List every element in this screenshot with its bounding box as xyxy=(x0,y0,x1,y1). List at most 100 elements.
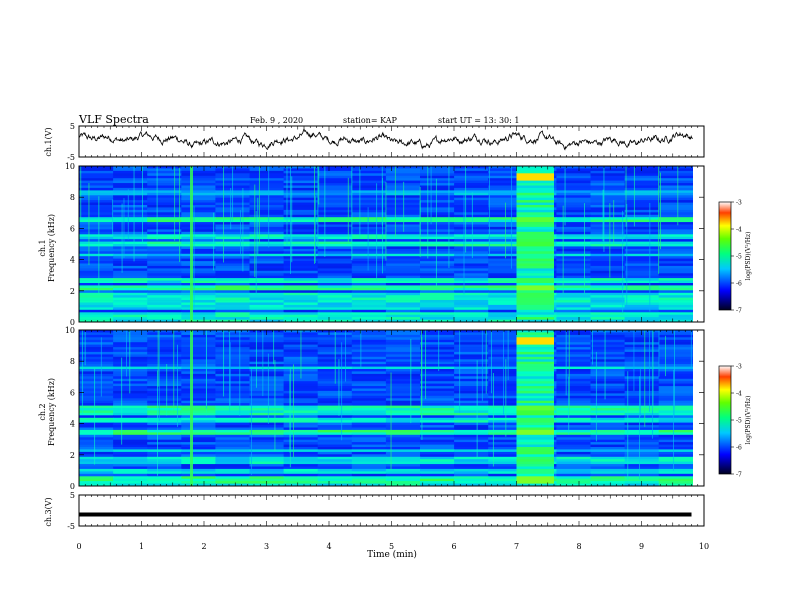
ch1-spectrogram-cell xyxy=(147,166,182,169)
ch2-spectrogram-cell xyxy=(317,422,353,426)
ch1-spectrogram-cell xyxy=(351,217,387,220)
ch2-spectrogram-cell xyxy=(249,466,285,470)
ch2-spectrogram-cell xyxy=(181,434,216,438)
ch2-spectrogram-cell xyxy=(624,449,660,453)
ch1-spectrogram-cell xyxy=(454,244,489,247)
ch2-spectrogram-cell xyxy=(385,378,421,382)
ch1-spectrogram-cell xyxy=(79,241,114,245)
ch2-spectrogram-cell xyxy=(385,429,421,433)
ch2-spectrogram-cell xyxy=(113,466,148,470)
ch2-spectrogram-cell xyxy=(658,366,694,370)
ch2-spectrogram-cell xyxy=(181,429,216,433)
ch2-spectrogram-cell xyxy=(181,403,216,406)
ch1-spectrogram-cell xyxy=(283,241,319,245)
ch2-spectrogram-cell xyxy=(181,451,216,455)
x-tick-label: 1 xyxy=(139,542,144,551)
ch2-spectrogram-cell xyxy=(181,400,216,404)
ch1-spectrogram-cell xyxy=(113,278,148,281)
ch1-spectrogram-cell xyxy=(249,202,285,206)
ch2-spectrogram-cell xyxy=(249,473,285,477)
ch1-spectrogram-cell xyxy=(624,280,660,284)
ch1-spectrogram-cell xyxy=(624,231,660,235)
ch1-spectrogram-cell xyxy=(147,302,182,306)
ch1-spectrogram-cell xyxy=(658,251,694,255)
ch1-spectrogram-cell xyxy=(624,248,660,252)
ch2-spectrogram-cell xyxy=(79,405,114,409)
ch2-spectrogram-cell xyxy=(113,432,148,436)
ch1-spectrogram-cell xyxy=(147,236,182,240)
ch2-spectrogram-cell xyxy=(385,459,421,462)
ch2-spectrogram-cell xyxy=(590,388,626,392)
ch2-spectrogram-cell xyxy=(385,483,421,487)
ch1-spectrogram-cell xyxy=(147,251,182,255)
ch2-spectrogram-cell xyxy=(351,369,387,372)
ch1-spectrogram-cell xyxy=(317,300,353,303)
ch2-spectrogram-cell xyxy=(385,349,421,353)
ch1-spectrogram-cell xyxy=(79,285,114,289)
ch1-spectrogram-burst-cell xyxy=(516,312,554,316)
ch2-spectrogram-cell xyxy=(215,403,251,406)
ch2-spectrogram-cell xyxy=(113,444,148,448)
ch2-spectrogram-cell xyxy=(147,422,182,426)
ch2-spectrogram-cell xyxy=(113,361,148,365)
ch2-spectrogram-cell xyxy=(215,381,251,384)
ch1-spectrogram-cell xyxy=(317,229,353,233)
ch1-spectrogram-cell xyxy=(79,173,114,177)
ch1-spectrogram-cell xyxy=(624,312,660,316)
ch2-spectrogram-cell xyxy=(249,456,285,460)
ch2-spectrogram-cell xyxy=(79,434,114,438)
ch1-spectrogram-cell xyxy=(215,241,251,245)
ch1-spectrogram-cell xyxy=(590,222,626,225)
ch2-spectrogram-cell xyxy=(317,403,353,406)
ch2-spectrogram-cell xyxy=(420,376,455,380)
ch2-spectrogram-cell xyxy=(79,366,114,370)
ch1-spectrogram-cell xyxy=(488,187,523,191)
ch1-spectrogram-cell xyxy=(181,170,216,174)
ch2-spectrogram-cell xyxy=(385,481,421,484)
ch1-spectrogram-cell xyxy=(488,312,523,316)
ch1-spectrogram-cell xyxy=(624,263,660,267)
ch1-spectrogram-burst-cell xyxy=(516,170,554,174)
ch2-spectrogram-cell xyxy=(624,378,660,382)
ch1-colorbar-label: log(PSD)(V²/Hz) xyxy=(745,232,752,281)
ch2-spectrogram-cell xyxy=(624,427,660,431)
ch2-spectrogram-cell xyxy=(113,481,148,484)
ch1-spectrogram-cell xyxy=(624,290,660,294)
ch2-spectrogram-cell xyxy=(351,356,387,360)
ch1-spectrogram-cell xyxy=(147,212,182,216)
ch1-spectrogram-cell xyxy=(249,244,285,247)
ch2-spectrogram-cell xyxy=(488,339,523,343)
ch2-spectrogram-cell xyxy=(351,456,387,460)
ch1-spectrogram-cell xyxy=(624,175,660,179)
ch1-spectrogram-cell xyxy=(556,231,592,235)
ch2-spectrogram-cell xyxy=(181,398,216,402)
ch2-spectrogram-cell xyxy=(624,478,660,482)
ch2-spectrogram-cell xyxy=(215,437,251,441)
ch2-spectrogram-cell xyxy=(420,439,455,443)
ch2-spectrogram-cell xyxy=(454,373,489,377)
ch1-spectrogram-cell xyxy=(113,166,148,169)
ch1-spectrogram-cell xyxy=(590,246,626,250)
ch1-spectrogram-cell xyxy=(556,309,592,313)
ch1-spectrogram-cell xyxy=(283,222,319,225)
ch1-spectrogram-cell xyxy=(624,178,660,181)
ch1-spectrogram-cell xyxy=(283,253,319,257)
ch2-spectrogram-cell xyxy=(249,403,285,406)
ch1-spectrogram-cell xyxy=(385,248,421,252)
ch2-spectrogram-cell xyxy=(624,415,660,419)
ch1-spectrogram-cell xyxy=(658,244,694,247)
ch1-spectrogram-cell xyxy=(181,219,216,223)
ch1-spectrogram-cell xyxy=(317,309,353,313)
ch1-spectrogram-cell xyxy=(147,175,182,179)
ch2-spectrogram-cell xyxy=(181,330,216,333)
ch2-spectrogram-cell xyxy=(249,408,285,411)
ch2-spectrogram-cell xyxy=(385,405,421,409)
ch1-spectrogram-cell xyxy=(113,300,148,303)
ch1-spectrogram-cell xyxy=(590,180,626,184)
ch1-spectrogram-cell xyxy=(420,236,455,240)
ch1-spectrogram-cell xyxy=(624,273,660,277)
ch1-spectrogram-cell xyxy=(249,312,285,316)
ch1-spectrogram-cell xyxy=(385,202,421,206)
ch2-spectrogram-cell xyxy=(249,366,285,370)
ch1-spectrogram-cell xyxy=(420,297,455,301)
